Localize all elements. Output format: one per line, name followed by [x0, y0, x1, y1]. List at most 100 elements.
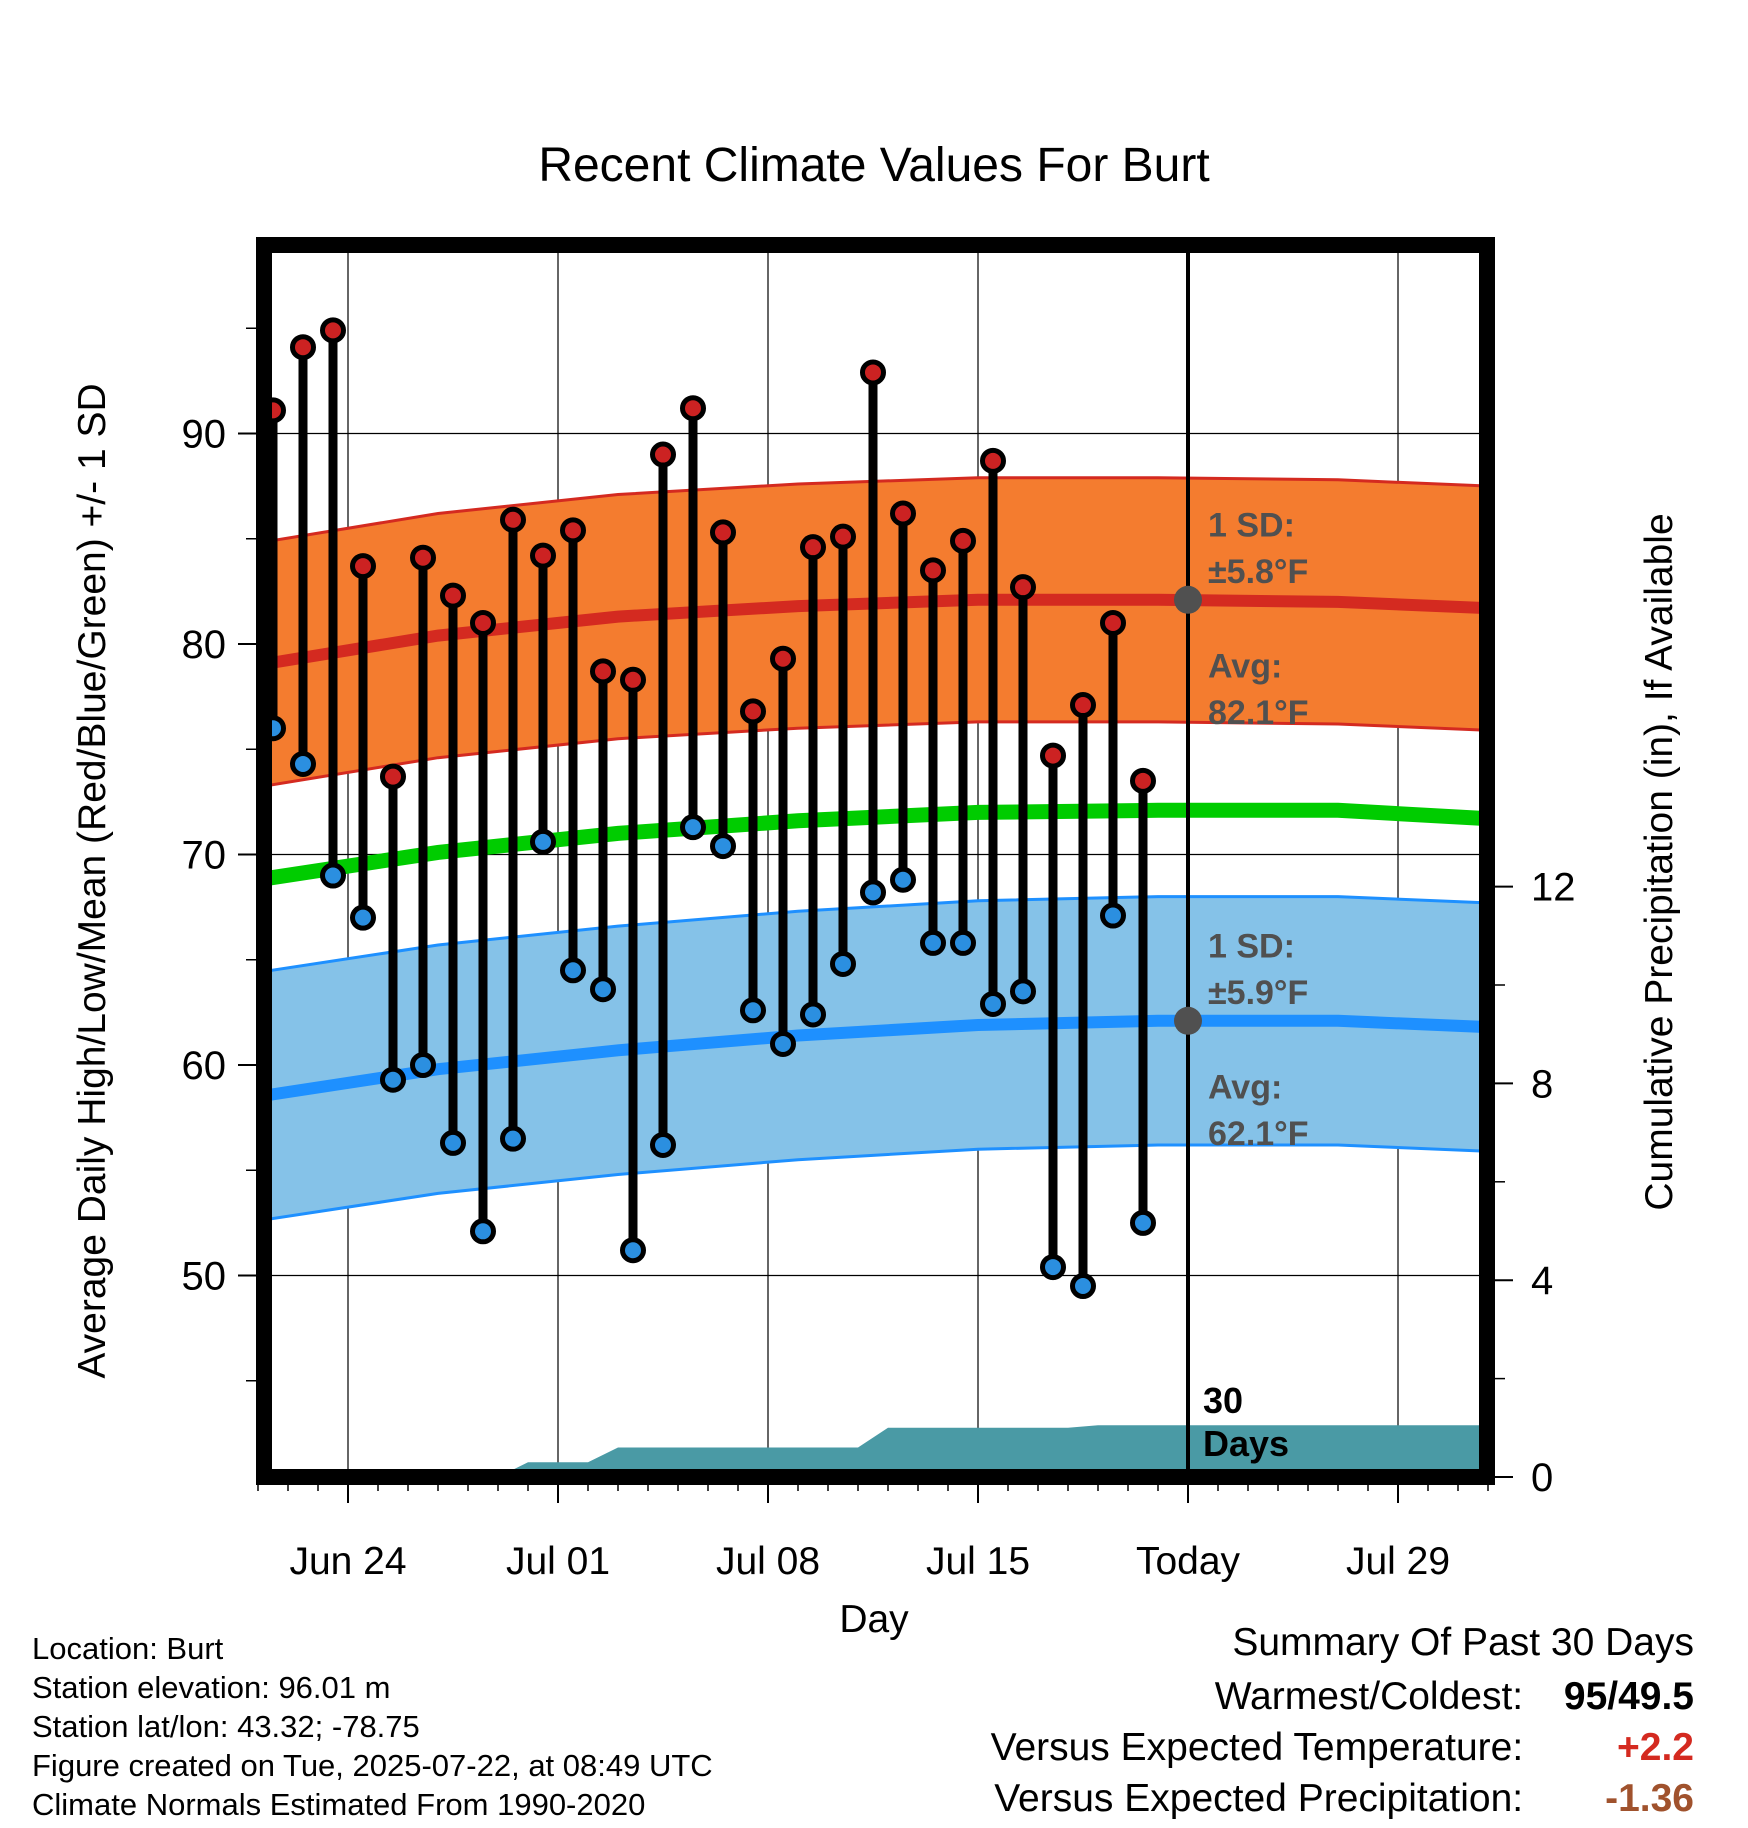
daily-high-point	[890, 500, 916, 527]
mean-average-line	[264, 802, 1487, 887]
daily-high-point	[1010, 574, 1036, 601]
daily-low-point	[950, 929, 976, 956]
daily-low-point	[500, 1125, 526, 1152]
daily-low-point	[380, 1066, 406, 1093]
daily-low-point	[800, 1001, 826, 1028]
summary-precip-value: -1.36	[1605, 1777, 1694, 1820]
summary-temp-row: Versus Expected Temperature: +2.2	[991, 1726, 1694, 1770]
daily-low-point	[530, 828, 556, 855]
today-low-avg-marker	[1174, 1006, 1202, 1035]
summary-precip-label: Versus Expected Precipitation:	[994, 1777, 1524, 1820]
daily-low-point	[1100, 902, 1126, 929]
summary-precip-row: Versus Expected Precipitation: -1.36	[994, 1777, 1694, 1821]
daily-low-point	[290, 750, 316, 777]
daily-high-point	[470, 609, 496, 636]
footer-elevation: Station elevation: 96.01 m	[32, 1670, 391, 1705]
precip-label-line2: Days	[1203, 1423, 1289, 1464]
daily-high-point	[410, 544, 436, 571]
summary-warmest-row: Warmest/Coldest: 95/49.5	[1215, 1675, 1694, 1719]
daily-low-point	[1040, 1254, 1066, 1281]
y-tick-label: 60	[182, 1044, 227, 1088]
low-sd-upper	[264, 895, 1487, 974]
daily-high-point	[950, 527, 976, 554]
daily-low-point	[560, 957, 586, 984]
daily-low-point	[920, 929, 946, 956]
daily-high-point	[980, 447, 1006, 474]
daily-high-point	[440, 582, 466, 609]
daily-high-point	[560, 517, 586, 544]
low-sd-value: ±5.9°F	[1208, 974, 1308, 1012]
high-sd-label: 1 SD:	[1208, 507, 1295, 545]
low-sd-label: 1 SD:	[1208, 928, 1295, 966]
daily-low-point	[410, 1052, 436, 1078]
daily-low-point	[350, 904, 376, 931]
high-sd-lower	[264, 720, 1487, 788]
plot-frame	[256, 237, 1495, 1485]
footer-normals: Climate Normals Estimated From 1990-2020	[32, 1787, 646, 1822]
daily-low-point	[770, 1030, 796, 1057]
x-axis-label: Day	[839, 1598, 909, 1641]
high-avg-label: Avg:	[1208, 648, 1282, 686]
plot-area: 1 SD: ±5.8°F Avg: 82.1°F 1 SD: ±5.9°F Avg: 62.1…	[182, 237, 1576, 1583]
daily-low-point	[710, 833, 736, 860]
x-tick-label: Jun 24	[289, 1540, 406, 1583]
summary-warmest-value: 95/49.5	[1563, 1675, 1694, 1718]
daily-low-point	[830, 950, 856, 977]
y-axis-label: Average Daily High/Low/Mean (Red/Blue/Gr…	[71, 383, 114, 1378]
daily-low-point	[320, 862, 346, 889]
y-tick-label: 80	[182, 623, 227, 667]
low-average-line	[264, 1014, 1487, 1102]
daily-high-point	[1070, 692, 1096, 719]
y2-tick-label: 12	[1531, 866, 1576, 910]
daily-low-point	[620, 1237, 646, 1264]
daily-high-point	[740, 698, 766, 725]
daily-high-point	[860, 359, 886, 386]
daily-low-point	[1010, 978, 1036, 1005]
today-high-avg-marker	[1174, 585, 1202, 614]
daily-high-point	[500, 506, 526, 533]
daily-low-point	[590, 976, 616, 1003]
y2-tick-label: 4	[1531, 1259, 1553, 1303]
x-tick-label: Jul 15	[926, 1540, 1030, 1583]
daily-high-point	[620, 666, 646, 693]
daily-high-point	[680, 395, 706, 422]
daily-low-point	[890, 866, 916, 893]
daily-high-point	[380, 763, 406, 790]
high-sd-upper	[264, 476, 1487, 544]
daily-low-point	[980, 990, 1006, 1017]
x-tick-label: Jul 08	[716, 1540, 820, 1583]
daily-high-point	[800, 534, 826, 561]
summary-temp-value: +2.2	[1617, 1726, 1694, 1769]
high-average-line	[264, 593, 1487, 671]
x-tick-label: Jul 01	[506, 1540, 610, 1583]
y2-axis-label: Cumulative Precipitation (in), If Availa…	[1638, 513, 1681, 1210]
x-tick-label: Today	[1136, 1540, 1241, 1583]
daily-low-point	[860, 879, 886, 906]
daily-low-point	[1070, 1273, 1096, 1300]
daily-high-point	[1040, 742, 1066, 769]
low-avg-label: Avg:	[1208, 1069, 1282, 1107]
summary-title: Summary Of Past 30 Days	[1232, 1621, 1694, 1664]
summary-temp-label: Versus Expected Temperature:	[990, 1726, 1524, 1769]
low-sd-lower	[264, 1143, 1487, 1222]
daily-low-point	[680, 814, 706, 841]
daily-high-point	[1100, 609, 1126, 636]
y-tick-label: 70	[182, 834, 227, 878]
summary-warmest-label: Warmest/Coldest:	[1214, 1675, 1524, 1718]
daily-high-point	[830, 523, 856, 550]
footer-latlon: Station lat/lon: 43.32; -78.75	[32, 1709, 420, 1744]
daily-low-point	[1130, 1209, 1156, 1236]
y-tick-label: 90	[182, 413, 227, 457]
high-sd-value: ±5.8°F	[1208, 553, 1308, 591]
daily-high-point	[1130, 767, 1156, 794]
low-avg-value: 62.1°F	[1208, 1115, 1309, 1153]
daily-low-point	[470, 1218, 496, 1245]
daily-high-point	[320, 317, 346, 344]
daily-high-point	[350, 553, 376, 580]
daily-high-point	[650, 441, 676, 468]
y-tick-label: 50	[182, 1255, 227, 1299]
y2-tick-label: 0	[1531, 1456, 1553, 1500]
daily-high-point	[710, 519, 736, 546]
daily-low-point	[740, 997, 766, 1024]
